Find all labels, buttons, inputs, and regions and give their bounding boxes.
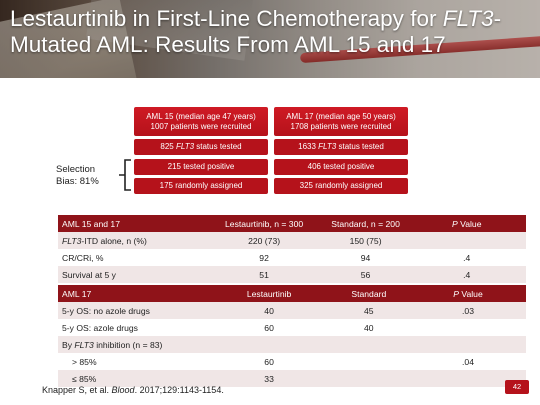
table-row: CR/CRi, % 92 94 .4	[58, 249, 526, 266]
table-cell-label: Survival at 5 y	[58, 266, 205, 283]
selection-bracket-icon	[119, 159, 131, 191]
table-cell: 40	[327, 319, 411, 336]
aml17-positive-text: 406 tested positive	[307, 162, 375, 171]
aml15-randomized-text: 175 randomly assigned	[159, 181, 243, 190]
table-cell	[327, 336, 411, 353]
title-part1: Lestaurtinib in First-Line Chemotherapy …	[10, 6, 443, 31]
table-row: By FLT3 inhibition (n = 83)	[58, 336, 526, 353]
table-header-cell: Standard, n = 200	[323, 215, 408, 232]
table-cell: 220 (73)	[204, 232, 324, 249]
aml15-recruited-box: AML 15 (median age 47 years) 1007 patien…	[134, 107, 268, 136]
table-header-cell: Lestaurtinib, n = 300	[204, 215, 324, 232]
table-header-row: AML 15 and 17 Lestaurtinib, n = 300 Stan…	[58, 215, 526, 232]
citation: Knapper S, et al. Blood. 2017;129:1143-1…	[42, 385, 224, 395]
table-row: 5-y OS: no azole drugs 40 45 .03	[58, 302, 526, 319]
aml15-tested-box: 825 FLT3 status tested	[134, 139, 268, 155]
title-part2: FLT3	[442, 6, 494, 31]
table-cell-label: FLT3-ITD alone, n (%)	[58, 232, 205, 249]
results-table-aml15-17: AML 15 and 17 Lestaurtinib, n = 300 Stan…	[58, 215, 526, 283]
table-cell	[410, 319, 526, 336]
table-cell: 40	[210, 302, 328, 319]
title-part3: -Mutated AML: Results From AML 15 and 17	[10, 6, 502, 57]
aml15-head-line1: AML 15 (median age 47 years)	[146, 111, 256, 121]
table-row: Survival at 5 y 51 56 .4	[58, 266, 526, 283]
table-cell-label: > 85%	[58, 353, 211, 370]
table-header-cell: AML 17	[58, 285, 211, 302]
table-cell	[410, 370, 526, 387]
table-cell-label: ≤ 85%	[58, 370, 211, 387]
table-row: 5-y OS: azole drugs 60 40	[58, 319, 526, 336]
table-cell: 92	[204, 249, 324, 266]
table-cell: 51	[204, 266, 324, 283]
table-header-cell: AML 15 and 17	[58, 215, 205, 232]
table-header-cell: Standard	[327, 285, 411, 302]
table-header-cell: P Value	[410, 285, 526, 302]
table-cell: .4	[407, 266, 526, 283]
table-cell	[407, 232, 526, 249]
aml17-randomized-box: 325 randomly assigned	[274, 178, 408, 194]
table-cell	[210, 336, 328, 353]
selection-bias-line2: Bias: 81%	[56, 176, 99, 187]
page-number-badge: 42	[505, 380, 529, 394]
table-cell-label: 5-y OS: no azole drugs	[58, 302, 211, 319]
aml15-tested-label: status tested	[194, 142, 242, 151]
table-cell: 45	[327, 302, 411, 319]
header-banner: Lestaurtinib in First-Line Chemotherapy …	[0, 0, 540, 78]
aml15-tested-gene: FLT3	[175, 142, 195, 151]
aml15-randomized-box: 175 randomly assigned	[134, 178, 268, 194]
aml17-head-line1: AML 17 (median age 50 years)	[286, 111, 396, 121]
table-header-cell: P Value	[407, 215, 526, 232]
aml17-randomized-text: 325 randomly assigned	[299, 181, 383, 190]
results-table-aml17: AML 17 Lestaurtinib Standard P Value 5-y…	[58, 285, 526, 387]
table-row: > 85% 60 .04	[58, 353, 526, 370]
table-cell: .4	[407, 249, 526, 266]
table-cell: 60	[210, 353, 328, 370]
table-cell: 94	[323, 249, 408, 266]
aml15-head-line2: 1007 patients were recruited	[150, 121, 252, 131]
aml17-tested-label: status tested	[336, 142, 384, 151]
table-cell-label: 5-y OS: azole drugs	[58, 319, 211, 336]
table-cell: .04	[410, 353, 526, 370]
aml15-positive-text: 215 tested positive	[167, 162, 235, 171]
table-cell-label: CR/CRi, %	[58, 249, 205, 266]
table-cell: 56	[323, 266, 408, 283]
selection-bias-line1: Selection	[56, 164, 96, 175]
table-header-row: AML 17 Lestaurtinib Standard P Value	[58, 285, 526, 302]
table-cell	[327, 353, 411, 370]
aml17-recruited-box: AML 17 (median age 50 years) 1708 patien…	[274, 107, 408, 136]
table-cell-label: By FLT3 inhibition (n = 83)	[58, 336, 211, 353]
aml17-head-line2: 1708 patients were recruited	[290, 121, 392, 131]
table-cell: 33	[210, 370, 328, 387]
table-row: FLT3-ITD alone, n (%) 220 (73) 150 (75)	[58, 232, 526, 249]
table-cell	[327, 370, 411, 387]
table-header-cell: Lestaurtinib	[210, 285, 328, 302]
aml17-tested-count: 1633	[298, 142, 319, 151]
aml17-positive-box: 406 tested positive	[274, 159, 408, 175]
aml15-positive-box: 215 tested positive	[134, 159, 268, 175]
selection-bias-label: Selection Bias: 81%	[56, 164, 116, 188]
aml17-tested-box: 1633 FLT3 status tested	[274, 139, 408, 155]
table-cell	[410, 336, 526, 353]
table-cell: 150 (75)	[323, 232, 408, 249]
table-cell: 60	[210, 319, 328, 336]
aml17-tested-gene: FLT3	[318, 142, 337, 151]
aml15-tested-count: 825	[160, 142, 176, 151]
slide-title: Lestaurtinib in First-Line Chemotherapy …	[10, 6, 535, 58]
table-row: ≤ 85% 33	[58, 370, 526, 387]
table-cell: .03	[410, 302, 526, 319]
